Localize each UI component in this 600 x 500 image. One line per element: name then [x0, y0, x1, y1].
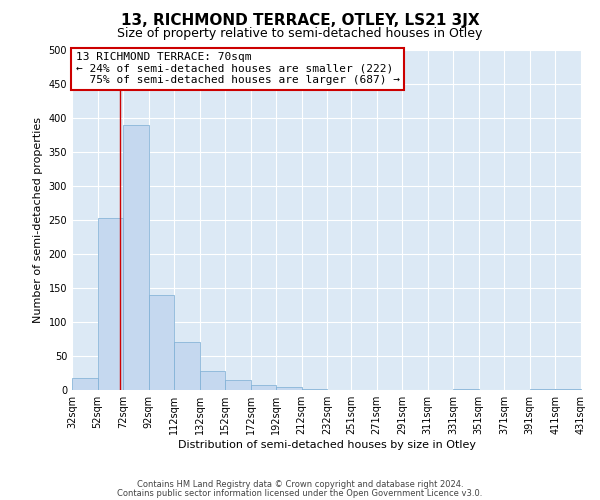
X-axis label: Distribution of semi-detached houses by size in Otley: Distribution of semi-detached houses by …	[178, 440, 476, 450]
Text: Size of property relative to semi-detached houses in Otley: Size of property relative to semi-detach…	[118, 28, 482, 40]
Text: 13, RICHMOND TERRACE, OTLEY, LS21 3JX: 13, RICHMOND TERRACE, OTLEY, LS21 3JX	[121, 12, 479, 28]
Bar	[555, 388, 581, 390]
Text: Contains public sector information licensed under the Open Government Licence v3: Contains public sector information licen…	[118, 488, 482, 498]
Bar	[97, 218, 123, 390]
Text: 13 RICHMOND TERRACE: 70sqm
← 24% of semi-detached houses are smaller (222)
  75%: 13 RICHMOND TERRACE: 70sqm ← 24% of semi…	[76, 52, 400, 85]
Text: Contains HM Land Registry data © Crown copyright and database right 2024.: Contains HM Land Registry data © Crown c…	[137, 480, 463, 489]
Bar	[199, 371, 225, 390]
Bar	[251, 385, 276, 390]
Bar	[225, 380, 251, 390]
Bar	[123, 125, 149, 390]
Bar	[72, 378, 97, 390]
Y-axis label: Number of semi-detached properties: Number of semi-detached properties	[33, 117, 43, 323]
Bar	[302, 388, 327, 390]
Bar	[453, 388, 479, 390]
Bar	[174, 342, 199, 390]
Bar	[530, 388, 555, 390]
Bar	[149, 295, 174, 390]
Bar	[276, 386, 302, 390]
